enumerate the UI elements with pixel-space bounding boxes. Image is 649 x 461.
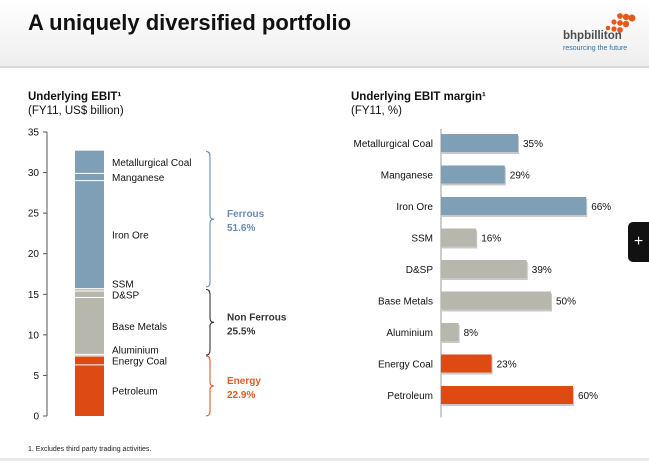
y-tick-label: 30 (28, 168, 40, 179)
value-label: 35% (523, 139, 543, 150)
header-divider (0, 66, 649, 68)
margin-bar (441, 291, 551, 310)
group-share: 22.9% (227, 390, 255, 401)
category-label: Base Metals (378, 297, 433, 308)
value-label: 16% (481, 234, 501, 245)
value-label: 39% (532, 265, 552, 276)
margin-bar (441, 165, 505, 184)
group-brace (205, 150, 215, 288)
footnote: 1. Excludes third party trading activiti… (28, 446, 152, 453)
value-label: 23% (497, 360, 517, 371)
y-tick-label: 15 (28, 290, 40, 301)
y-tick-label: 5 (33, 371, 39, 382)
logo-name: bhpbilliton (563, 30, 622, 42)
segment-label: Manganese (112, 173, 165, 184)
right-chart-subtitle: (FY11, %) (351, 105, 402, 117)
category-label: SSM (411, 234, 433, 245)
bar-segment (75, 173, 104, 181)
group-brace (205, 288, 215, 356)
side-tab-button[interactable]: + (628, 222, 649, 262)
bar-segment (75, 364, 104, 416)
segment-label: Iron Ore (112, 231, 149, 242)
segment-label: Base Metals (112, 322, 167, 333)
y-tick-label: 0 (33, 412, 39, 423)
margin-bar (441, 134, 518, 152)
value-label: 60% (578, 391, 598, 402)
category-label: Aluminium (386, 328, 433, 339)
category-label: Iron Ore (396, 202, 433, 213)
bar-segment (75, 180, 104, 289)
category-label: D&SP (406, 265, 434, 276)
margin-bar (441, 228, 477, 247)
category-label: Metallurgical Coal (354, 139, 433, 150)
bottom-border (0, 458, 649, 461)
category-label: Petroleum (387, 391, 433, 402)
value-label: 50% (556, 297, 576, 308)
segment-label: Energy Coal (112, 356, 167, 367)
bhp-logo-icon (605, 13, 636, 33)
margin-bar (441, 354, 492, 373)
ebit-margin-chart: Metallurgical Coal 35% Manganese 29% Iron Or… (354, 129, 611, 418)
slide-title: A uniquely diversified portfolio (28, 10, 352, 35)
group-name: Non Ferrous (227, 312, 287, 323)
slide-header: A uniquely diversified portfolio bhpbill… (0, 0, 649, 66)
group-name: Ferrous (227, 209, 265, 220)
bar-segment (75, 354, 104, 356)
value-label: 66% (591, 202, 611, 213)
group-share: 51.6% (227, 223, 255, 234)
ebit-stacked-chart: 0 5 10 15 20 25 30 35 Petroleum Energy CoalAlumin… (28, 128, 287, 423)
group-name: Energy (227, 376, 261, 387)
segment-label: Aluminium (112, 345, 159, 356)
y-tick-label: 35 (28, 128, 40, 139)
margin-bar (441, 260, 527, 278)
segment-label: Metallurgical Coal (112, 158, 191, 169)
segment-label: Petroleum (112, 386, 158, 397)
y-tick-label: 20 (28, 249, 40, 260)
segment-label: SSM (112, 279, 134, 290)
value-label: 29% (510, 171, 530, 182)
bar-segment (75, 355, 104, 365)
bar-segment (75, 288, 104, 292)
left-chart-title: Underlying EBIT¹ (28, 91, 122, 103)
value-label: 8% (464, 328, 479, 339)
bar-segment (75, 291, 104, 298)
category-label: Energy Coal (378, 360, 433, 371)
left-chart-subtitle: (FY11, US$ billion) (28, 105, 124, 117)
group-share: 25.5% (227, 326, 255, 337)
bar-segment (75, 150, 104, 174)
group-brace (205, 355, 215, 417)
logo-tagline: resourcing the future (563, 45, 628, 52)
right-chart-title: Underlying EBIT margin¹ (351, 91, 486, 103)
margin-bar (441, 323, 459, 341)
bar-segment (75, 297, 104, 355)
y-tick-label: 25 (28, 209, 40, 220)
margin-bar (441, 197, 587, 215)
category-label: Manganese (381, 171, 434, 182)
segment-label: D&SP (112, 290, 140, 301)
y-tick-label: 10 (28, 330, 40, 341)
margin-bar (441, 386, 573, 404)
